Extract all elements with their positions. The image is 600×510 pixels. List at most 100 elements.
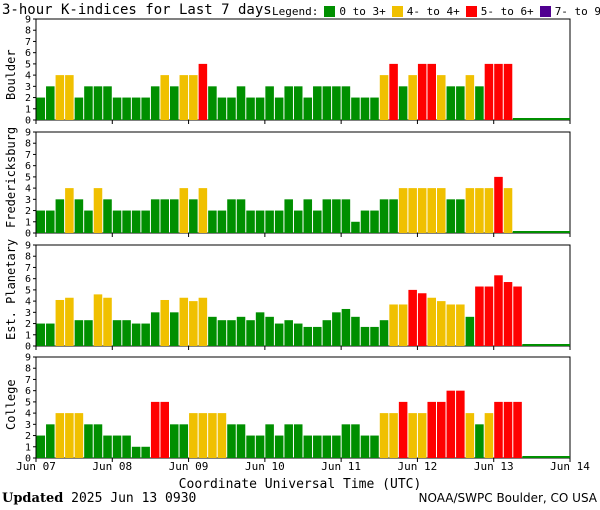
y-tick-label: 1 xyxy=(25,217,31,228)
y-tick-label: 8 xyxy=(25,139,31,150)
k-index-bar xyxy=(408,413,417,458)
k-index-bar xyxy=(313,210,322,233)
k-index-bar xyxy=(236,316,246,346)
k-index-bar xyxy=(389,413,398,458)
k-index-bar xyxy=(46,210,55,233)
k-index-bar xyxy=(351,424,360,458)
legend-swatch-quiet xyxy=(324,6,336,17)
k-index-bar xyxy=(36,97,46,120)
k-index-bar xyxy=(437,301,446,346)
k-index-bar xyxy=(198,297,208,346)
k-index-bar xyxy=(284,199,293,233)
k-index-bar xyxy=(265,210,274,233)
y-tick-label: 1 xyxy=(25,330,31,341)
k-index-bar xyxy=(131,323,141,346)
k-index-bar xyxy=(293,424,303,458)
k-index-bar xyxy=(465,316,475,346)
k-index-bar xyxy=(217,413,227,458)
k-index-bar xyxy=(93,188,103,233)
k-index-bar xyxy=(179,75,189,120)
k-index-bar xyxy=(93,294,103,346)
y-tick-label: 5 xyxy=(25,397,31,408)
k-index-bar xyxy=(255,97,265,120)
k-index-bar xyxy=(74,199,84,233)
k-index-bar xyxy=(160,75,169,120)
k-index-bar xyxy=(398,304,408,346)
k-index-bar xyxy=(55,413,65,458)
legend-label: Legend: xyxy=(272,5,319,18)
k-index-bar xyxy=(456,199,465,233)
y-tick-label: 0 xyxy=(25,342,31,353)
k-index-bar xyxy=(36,210,46,233)
k-index-bar xyxy=(55,199,65,233)
k-index-bar xyxy=(456,86,465,120)
x-tick-label: Jun 08 xyxy=(92,460,132,473)
k-index-bar xyxy=(189,301,198,346)
k-index-bar xyxy=(255,435,265,458)
k-index-bar xyxy=(131,97,141,120)
k-index-bar xyxy=(274,210,284,233)
k-index-bar xyxy=(465,188,475,233)
k-index-bar xyxy=(55,299,65,346)
k-index-bar xyxy=(379,199,389,233)
y-tick-label: 8 xyxy=(25,364,31,375)
k-index-bar xyxy=(322,320,332,346)
k-index-bar xyxy=(46,424,55,458)
k-index-bar xyxy=(475,188,484,233)
k-index-bar xyxy=(236,86,246,120)
legend: Legend: 0 to 3+ 4- to 4+ 5- to 6+ 7- to … xyxy=(272,5,600,18)
x-tick-label: Jun 09 xyxy=(169,460,209,473)
y-tick-label: 9 xyxy=(25,241,31,252)
k-index-bar xyxy=(274,435,284,458)
k-index-bar xyxy=(503,282,513,346)
k-index-bar xyxy=(208,316,217,346)
k-index-bar xyxy=(427,297,436,346)
legend-text-quiet: 0 to 3+ xyxy=(339,5,386,18)
k-index-bar xyxy=(55,75,65,120)
k-index-bar xyxy=(36,435,46,458)
k-index-bar xyxy=(332,199,341,233)
k-index-bar xyxy=(341,308,351,346)
k-index-bar xyxy=(484,413,494,458)
k-index-bar xyxy=(484,286,494,346)
k-index-bar xyxy=(46,323,55,346)
k-index-bar xyxy=(160,199,169,233)
y-tick-label: 2 xyxy=(25,431,31,442)
k-index-bar xyxy=(313,86,322,120)
k-index-bar xyxy=(217,97,227,120)
k-index-bar xyxy=(293,86,303,120)
x-tick-label: Jun 07 xyxy=(16,460,56,473)
k-index-bar xyxy=(170,312,179,346)
k-index-bar xyxy=(475,286,484,346)
y-tick-label: 6 xyxy=(25,274,31,285)
y-tick-label: 9 xyxy=(25,353,31,364)
legend-text-severe: 7- to 9 xyxy=(554,5,600,18)
y-tick-label: 6 xyxy=(25,386,31,397)
k-index-bar xyxy=(303,435,313,458)
y-tick-label: 0 xyxy=(25,454,31,465)
k-index-bar xyxy=(389,63,398,120)
x-tick-label: Jun 10 xyxy=(245,460,285,473)
k-index-bar xyxy=(141,210,150,233)
k-index-bar xyxy=(427,63,436,120)
y-tick-label: 3 xyxy=(25,82,31,93)
k-index-bar xyxy=(427,188,436,233)
k-index-bar xyxy=(360,210,370,233)
k-index-bar xyxy=(131,446,141,458)
legend-text-storm: 5- to 6+ xyxy=(480,5,534,18)
k-index-bar xyxy=(74,97,84,120)
k-index-bar xyxy=(170,199,179,233)
k-index-bar xyxy=(112,320,122,346)
k-index-bar xyxy=(236,424,246,458)
x-tick-label: Jun 13 xyxy=(474,460,514,473)
k-index-bar xyxy=(141,97,150,120)
k-index-bar xyxy=(150,401,160,458)
k-index-bar xyxy=(494,275,503,346)
k-index-bar xyxy=(437,401,446,458)
k-index-bar xyxy=(150,86,160,120)
k-index-bar xyxy=(112,435,122,458)
k-index-bar xyxy=(198,188,208,233)
y-tick-label: 1 xyxy=(25,442,31,453)
x-tick-label: Jun 14 xyxy=(550,460,590,473)
